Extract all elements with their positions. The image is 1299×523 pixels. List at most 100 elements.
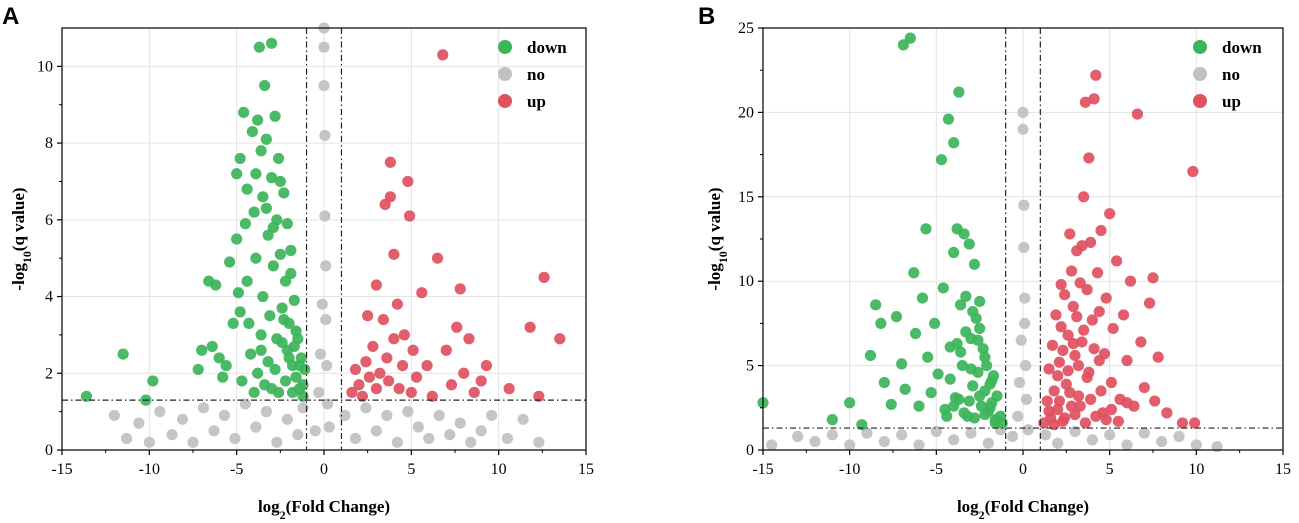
point-down <box>960 290 972 302</box>
point-up <box>1124 275 1137 287</box>
point-down <box>281 218 293 230</box>
legend-label-down: down <box>1222 38 1262 57</box>
point-up <box>421 360 433 372</box>
point-up <box>1112 415 1124 427</box>
point-up <box>454 283 466 295</box>
point-down <box>293 360 306 372</box>
point-down <box>953 393 965 405</box>
point-down <box>899 383 911 395</box>
point-no <box>321 360 333 372</box>
point-no <box>809 435 821 448</box>
point-down <box>248 206 260 218</box>
y-tick-label: 20 <box>738 104 754 121</box>
point-up <box>1105 376 1117 389</box>
point-up <box>1152 351 1164 363</box>
point-down <box>955 346 967 358</box>
point-down <box>965 363 977 375</box>
point-no <box>1015 334 1027 346</box>
point-no <box>229 432 241 445</box>
point-up <box>381 352 393 364</box>
point-no <box>208 425 220 437</box>
point-up <box>475 375 487 387</box>
point-down <box>968 258 981 270</box>
point-up <box>1131 108 1143 120</box>
legend-marker-no <box>1193 67 1207 81</box>
point-down <box>989 417 1001 429</box>
x-tick-label: -10 <box>839 461 860 478</box>
point-down <box>206 340 218 353</box>
point-down <box>243 317 255 329</box>
point-down <box>117 348 129 360</box>
point-up <box>393 383 405 395</box>
x-tick-label: -15 <box>51 461 72 478</box>
panel-b-chart: -15 -10 -5 0 5 10 15 0 5 10 15 20 25 down no up log2(… <box>705 20 1291 522</box>
point-up <box>458 367 470 379</box>
point-down <box>283 352 295 364</box>
point-down <box>260 133 272 145</box>
point-down <box>920 223 932 235</box>
point-no <box>982 437 994 449</box>
point-no <box>391 436 403 448</box>
point-down <box>278 313 290 326</box>
point-no <box>360 402 372 414</box>
point-down <box>285 267 297 280</box>
point-down <box>958 407 970 419</box>
point-no <box>402 406 414 418</box>
point-down <box>864 349 877 362</box>
point-down <box>267 260 279 272</box>
point-up <box>1053 395 1065 407</box>
point-no <box>349 432 362 445</box>
point-up <box>1072 360 1085 372</box>
point-up <box>402 175 414 188</box>
point-no <box>826 429 838 441</box>
point-up <box>1055 321 1067 333</box>
point-no <box>486 409 498 422</box>
point-no <box>1039 429 1052 441</box>
point-no <box>154 406 166 418</box>
point-down <box>255 329 267 341</box>
point-no <box>1018 199 1030 211</box>
point-up <box>346 386 358 399</box>
panel-a-label: A <box>2 3 19 30</box>
point-no <box>370 425 382 437</box>
point-no <box>239 398 251 410</box>
point-down <box>80 390 93 402</box>
point-up <box>1074 400 1086 412</box>
point-down <box>267 221 279 234</box>
point-down <box>979 351 991 363</box>
point-no <box>412 421 424 433</box>
point-no <box>339 409 351 422</box>
legend-marker-no <box>498 67 512 81</box>
point-down <box>231 168 243 180</box>
point-no <box>250 421 262 433</box>
point-up <box>1086 314 1098 326</box>
point-no <box>1052 437 1064 449</box>
point-no <box>1086 434 1098 446</box>
point-no <box>316 298 328 310</box>
point-up <box>398 329 410 341</box>
point-down <box>246 125 258 138</box>
point-no <box>1018 241 1030 254</box>
point-up <box>1043 405 1055 417</box>
y-tick-label: 4 <box>45 289 53 306</box>
point-no <box>313 386 325 399</box>
point-down <box>269 363 281 376</box>
point-down <box>241 275 253 287</box>
point-up <box>554 333 566 345</box>
point-down <box>250 252 262 264</box>
point-no <box>1019 292 1031 304</box>
x-tick-label: 10 <box>1188 461 1204 478</box>
point-down <box>232 287 245 299</box>
point-down <box>967 305 979 318</box>
point-up <box>1098 348 1111 360</box>
point-no <box>896 429 908 441</box>
point-up <box>1117 309 1130 321</box>
point-down <box>257 191 269 203</box>
point-down <box>147 375 159 387</box>
point-no <box>218 409 231 422</box>
point-no <box>1013 376 1026 389</box>
point-down <box>826 414 838 426</box>
panel-a-y-ticks: 0 2 4 6 8 10 <box>37 58 62 459</box>
point-up <box>1095 385 1107 397</box>
point-down <box>974 390 986 402</box>
